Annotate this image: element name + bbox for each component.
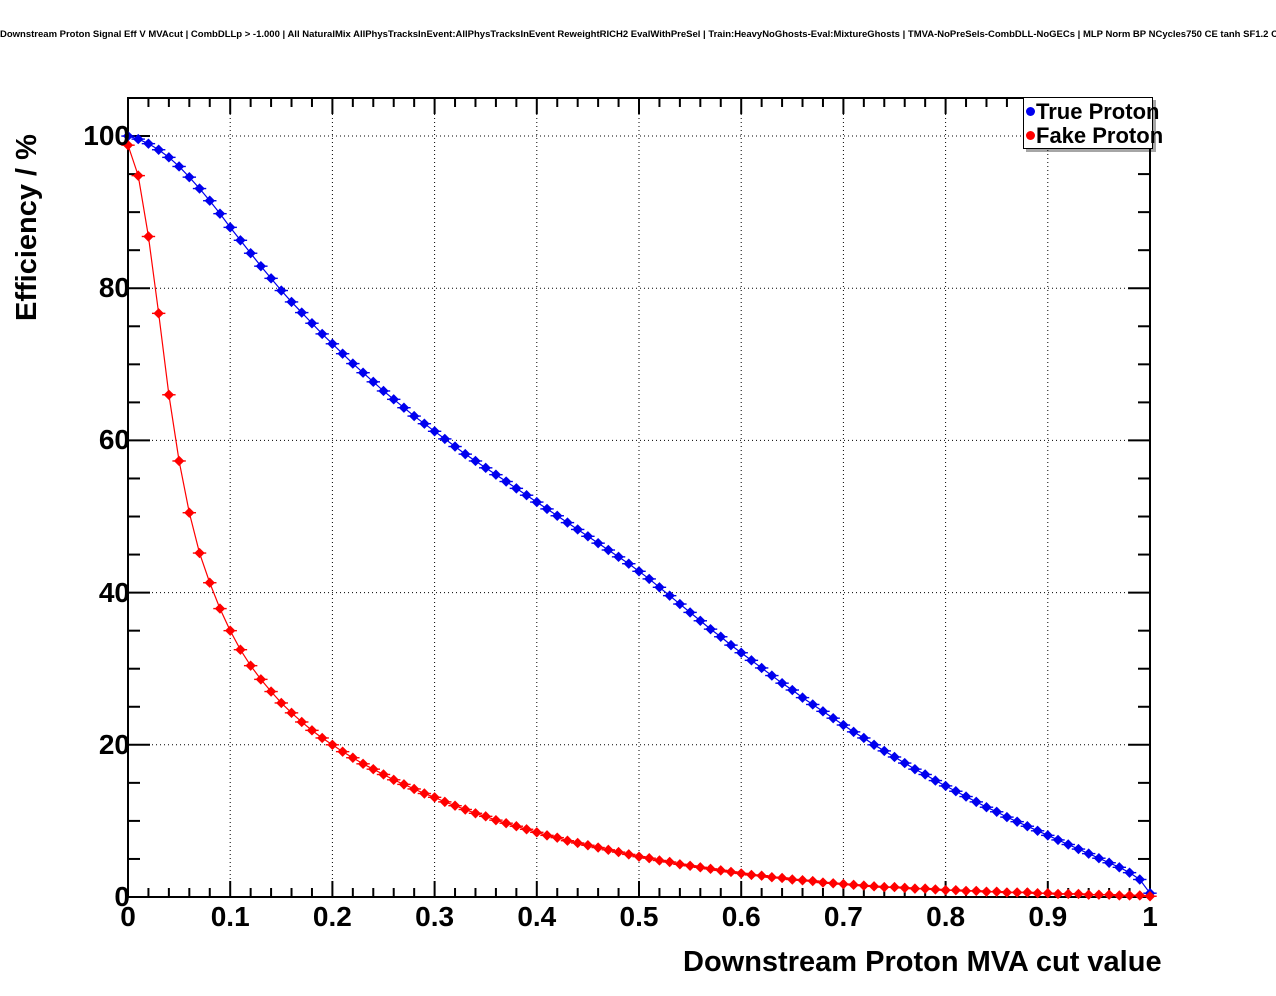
legend-entry-fake-proton[interactable]: Fake Proton <box>1026 123 1163 148</box>
y-tick-label: 80 <box>98 272 130 304</box>
x-tick-label: 0.5 <box>619 901 659 932</box>
y-tick-label: 0 <box>114 881 130 912</box>
series-line-fake-proton <box>127 144 1151 897</box>
axis-frame <box>127 97 1151 898</box>
x-tick-label: 0.1 <box>210 901 250 932</box>
y-tick-label: 20 <box>98 728 130 760</box>
x-tick-label: 0.8 <box>926 901 966 932</box>
plot-title: Downstream Proton Signal Eff V MVAcut | … <box>0 29 1276 40</box>
legend-entry-true-proton[interactable]: True Proton <box>1026 99 1159 124</box>
legend-marker-true-proton-circle-marker <box>1026 107 1035 116</box>
grid-lines <box>127 98 1151 897</box>
x-tick-label: 0.7 <box>823 901 863 932</box>
legend-label-fake-proton: Fake Proton <box>1036 122 1164 148</box>
y-axis-title: Efficiency / % <box>11 134 43 321</box>
legend-marker-fake-proton-circle-marker <box>1026 131 1035 140</box>
x-tick-label: 0.2 <box>312 901 352 932</box>
axis-ticks <box>127 98 1151 898</box>
x-tick-label: 0.4 <box>517 901 557 932</box>
data-series-layer <box>121 130 1157 902</box>
legend-label-true-proton: True Proton <box>1036 98 1160 124</box>
y-tick-label: 60 <box>98 424 130 456</box>
x-axis-title: Downstream Proton MVA cut value <box>683 946 1162 978</box>
y-tick-label: 40 <box>98 576 130 608</box>
x-tick-label: 0.3 <box>415 901 455 932</box>
x-tick-label: 0 <box>120 901 136 932</box>
x-tick-label: 0.9 <box>1028 901 1068 932</box>
x-tick-label: 0.6 <box>721 901 761 932</box>
legend[interactable]: True Proton Fake Proton <box>1023 97 1163 149</box>
y-tick-label: 100 <box>83 120 130 152</box>
x-tick-label: 1 <box>1142 901 1158 932</box>
